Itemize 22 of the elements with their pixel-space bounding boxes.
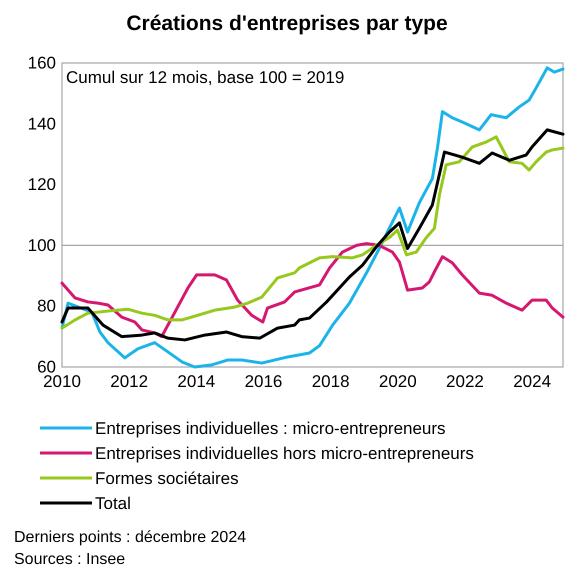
line-series [60,242,564,338]
x-tick-label: 2022 [446,372,484,392]
x-tick-label: 2012 [110,372,148,392]
x-tick-label: 2016 [244,372,282,392]
annotation: Cumul sur 12 mois, base 100 = 2019 [66,68,344,87]
y-tick-label: 80 [37,296,56,316]
text: Derniers points : décembre 2024 [14,529,246,546]
source-note: Sources : Insee [14,551,126,568]
x-tick-label: 2020 [378,372,417,392]
line-series [60,66,564,368]
x-tick-label: 2018 [312,372,350,392]
legend-label: Formes sociétaires [95,469,239,488]
y-tick-label: 140 [28,114,56,134]
y-tick-label: 100 [28,236,56,255]
x-tick-label: 2024 [513,372,552,392]
x-tick-label: 2014 [177,372,216,392]
legend-label: Entreprises individuelles : micro-entrepreneurs [95,419,446,438]
y-tick-label: 160 [28,53,56,72]
chart-title: Créations d'entreprises par type [126,12,448,35]
y-tick-label: 120 [28,175,56,194]
legend-label: Entreprises individuelles hors micro-entrepreneurs [95,444,474,463]
legend-label: Total [95,494,131,513]
